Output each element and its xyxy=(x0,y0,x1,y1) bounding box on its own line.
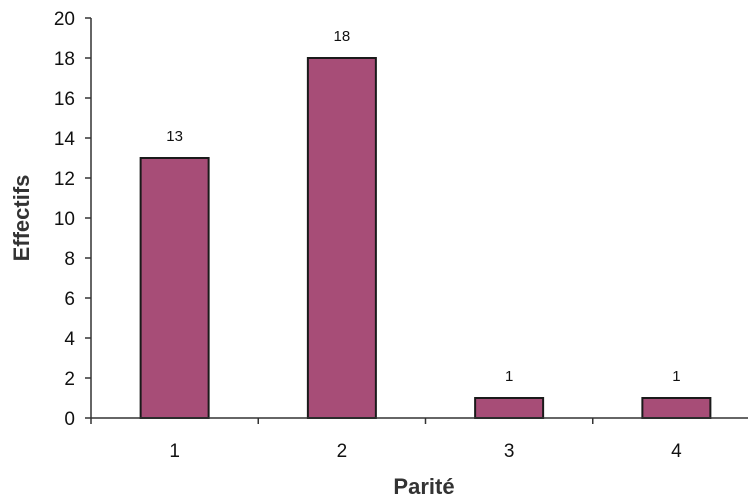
data-labels: 13 18 1 1 xyxy=(166,28,680,385)
y-axis-ticks: 0 2 4 6 8 10 12 14 16 18 20 xyxy=(54,9,91,430)
y-tick-label: 2 xyxy=(64,369,75,390)
y-tick-label: 6 xyxy=(64,289,75,310)
y-tick-label: 14 xyxy=(54,129,76,150)
x-tick-label: 3 xyxy=(504,441,515,462)
y-tick-label: 10 xyxy=(54,209,75,230)
y-tick-label: 0 xyxy=(64,409,75,430)
bar-3 xyxy=(474,397,545,419)
data-label: 1 xyxy=(672,368,680,385)
bar-1 xyxy=(139,157,210,419)
y-tick-label: 8 xyxy=(64,249,75,270)
y-tick-label: 12 xyxy=(54,169,75,190)
y-tick-label: 20 xyxy=(54,9,75,30)
bars xyxy=(139,57,712,419)
x-tick-label: 2 xyxy=(337,441,348,462)
bar-2 xyxy=(306,57,377,419)
x-axis-ticks: 1 2 3 4 xyxy=(90,418,682,462)
y-tick-label: 18 xyxy=(54,49,75,70)
y-tick-label: 4 xyxy=(64,329,75,350)
y-tick-label: 16 xyxy=(54,89,75,110)
data-label: 1 xyxy=(505,368,513,385)
x-tick-label: 4 xyxy=(671,441,682,462)
data-label: 18 xyxy=(334,28,351,45)
bar-4 xyxy=(641,397,712,419)
x-tick-label: 1 xyxy=(169,441,180,462)
x-axis-title: Parité xyxy=(393,474,454,499)
data-label: 13 xyxy=(166,128,183,145)
y-axis-title: Effectifs xyxy=(9,175,34,262)
